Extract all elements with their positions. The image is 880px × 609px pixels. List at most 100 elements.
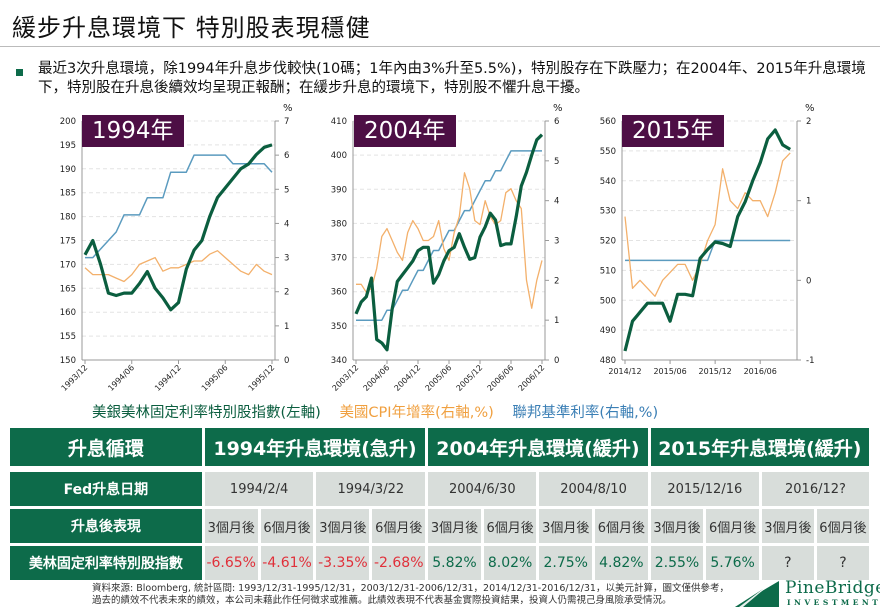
chart-legend: 美銀美林固定利率特別股指數(左軸) 美國CPI年增率(右軸,%) 聯邦基準利率(…: [92, 401, 672, 422]
legend-index: 美銀美林固定利率特別股指數(左軸): [92, 405, 321, 421]
right-axis-unit: %: [553, 103, 563, 114]
chart-badge-1994: 1994年: [82, 115, 184, 147]
charts-area: 1501551601651701751801851901952000123456…: [60, 103, 815, 393]
period-cell: 6個月後: [706, 509, 760, 543]
y-left-tick-label: 180: [60, 213, 76, 223]
y-left-tick-label: 560: [600, 117, 616, 127]
period-cell: 3個月後: [204, 509, 259, 543]
y-right-tick-label: 3: [554, 237, 559, 247]
y-left-tick-label: 195: [60, 141, 76, 151]
return-cell: -3.35%: [316, 546, 371, 580]
y-right-tick-label: 2: [284, 288, 289, 298]
fed-rate-line: [625, 239, 791, 262]
y-left-tick-label: 350: [331, 322, 347, 332]
source-line-2: 過去的績效不代表未來的績效，本公司未藉此作任何徵求或推薦。此績效表現不代表基金實…: [92, 595, 672, 606]
header-2004: 2004年升息環境(緩升): [428, 428, 649, 466]
y-left-tick-label: 380: [331, 219, 347, 229]
return-cell: 5.76%: [706, 546, 760, 580]
period-cell: 6個月後: [595, 509, 649, 543]
return-cell: 2.75%: [539, 546, 594, 580]
x-tick-label: 1994/06: [106, 363, 136, 393]
y-right-tick-label: 4: [554, 197, 559, 207]
return-cell: 5.82%: [428, 546, 482, 580]
y-left-tick-label: 480: [600, 356, 616, 366]
period-cell: 6個月後: [483, 509, 538, 543]
y-right-tick-label: 1: [284, 322, 289, 332]
return-cell: ?: [816, 546, 870, 580]
logo-name: PineBridge: [785, 578, 880, 598]
y-right-tick-label: 3: [284, 254, 289, 264]
return-cell: -2.68%: [372, 546, 427, 580]
x-tick-label: 2004/12: [393, 363, 423, 393]
y-right-tick-label: 6: [284, 151, 289, 161]
table-row-returns: 美林固定利率特別股指數 -6.65% -4.61% -3.35% -2.68% 5.82%…: [10, 546, 870, 580]
y-left-tick-label: 150: [60, 356, 76, 366]
y-left-tick-label: 360: [331, 288, 347, 298]
y-left-tick-label: 530: [600, 207, 616, 217]
right-axis-unit: %: [283, 103, 293, 114]
x-tick-label: 2015/06: [653, 367, 686, 376]
period-cell: 3個月後: [761, 509, 815, 543]
x-tick-label: 1993/12: [60, 363, 90, 393]
cpi-line: [356, 172, 543, 309]
pinebridge-logo: PineBridge INVESTMENTS: [735, 578, 880, 608]
x-tick-label: 2016/06: [744, 367, 777, 376]
y-right-tick-label: -1: [806, 356, 814, 366]
return-cell: ?: [761, 546, 815, 580]
fed-date-cell: 2004/6/30: [428, 472, 538, 506]
y-left-tick-label: 410: [331, 117, 347, 127]
x-tick-label: 1994/12: [153, 363, 183, 393]
legend-fed: 聯邦基準利率(右軸,%): [512, 405, 659, 421]
table-header-row: 升息循環 1994年升息環境(急升) 2004年升息環境(緩升) 2015年升息…: [10, 428, 870, 466]
header-1994: 1994年升息環境(急升): [204, 428, 427, 466]
fed-date-cell: 2004/8/10: [539, 472, 649, 506]
period-cell: 6個月後: [372, 509, 427, 543]
y-left-tick-label: 200: [60, 117, 76, 127]
x-tick-label: 2015/12: [699, 367, 732, 376]
y-right-tick-label: 1: [554, 316, 559, 326]
return-cell: -4.61%: [260, 546, 315, 580]
index-line: [354, 133, 544, 352]
y-left-tick-label: 170: [60, 260, 76, 270]
pinebridge-logo-mark-icon: [735, 581, 779, 607]
x-tick-label: 2006/12: [517, 363, 547, 393]
period-cell: 3個月後: [316, 509, 371, 543]
page-title: 緩步升息環境下 特別股表現穩健: [12, 14, 371, 42]
y-right-tick-label: 6: [554, 117, 559, 127]
source-line-1: 資料來源: Bloomberg, 統計區間: 1993/12/31-1995/1…: [92, 583, 729, 594]
y-left-tick-label: 390: [331, 185, 347, 195]
period-cell: 3個月後: [539, 509, 594, 543]
y-left-tick-label: 175: [60, 237, 76, 247]
return-cell: 2.55%: [650, 546, 705, 580]
y-left-tick-label: 160: [60, 308, 76, 318]
return-cell: 8.02%: [483, 546, 538, 580]
x-tick-label: 2014/12: [608, 367, 641, 376]
period-cell: 3個月後: [428, 509, 482, 543]
fed-rate-line: [356, 150, 542, 321]
chart-badge-2004: 2004年: [354, 115, 456, 147]
x-tick-label: 2003/12: [331, 363, 361, 393]
y-left-tick-label: 340: [331, 356, 347, 366]
y-left-tick-label: 400: [331, 151, 347, 161]
x-tick-label: 2004/06: [362, 363, 392, 393]
x-tick-label: 2006/06: [486, 363, 516, 393]
x-tick-label: 1995/12: [247, 363, 277, 393]
right-axis-unit: %: [805, 103, 815, 114]
x-tick-label: 1995/06: [200, 363, 230, 393]
y-left-tick-label: 550: [600, 147, 616, 157]
row-label-dates: Fed升息日期: [10, 472, 203, 506]
y-right-tick-label: 5: [554, 157, 559, 167]
period-cell: 6個月後: [816, 509, 870, 543]
chart-badge-2015: 2015年: [622, 115, 724, 147]
y-right-tick-label: 0: [554, 356, 559, 366]
y-left-tick-label: 185: [60, 189, 76, 199]
y-right-tick-label: 1: [806, 197, 811, 207]
y-left-tick-label: 500: [600, 296, 616, 306]
legend-cpi: 美國CPI年增率(右軸,%): [339, 405, 494, 421]
y-left-tick-label: 510: [600, 266, 616, 276]
logo-sub: INVESTMENTS: [787, 598, 880, 607]
return-cell: -6.65%: [204, 546, 259, 580]
y-left-tick-label: 370: [331, 254, 347, 264]
x-tick-label: 2005/12: [455, 363, 485, 393]
table-row-dates: Fed升息日期 1994/2/4 1994/3/22 2004/6/30 2004/8/…: [10, 472, 870, 506]
